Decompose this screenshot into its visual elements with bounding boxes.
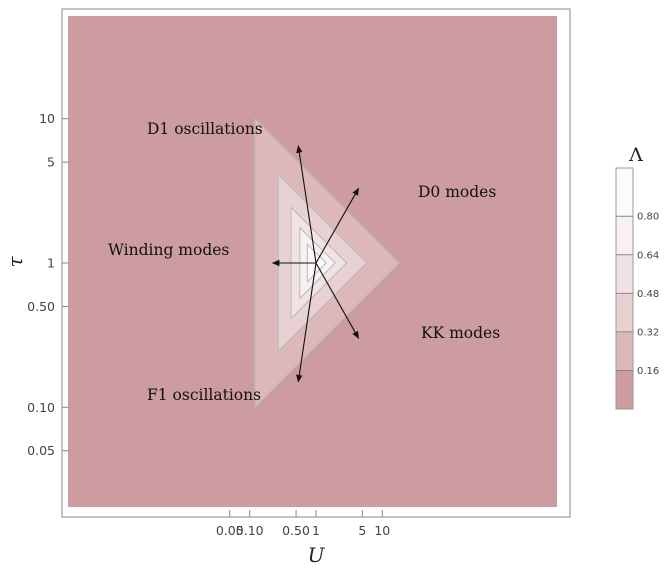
label-d1-oscillations: D1 oscillations [147, 120, 263, 138]
legend-swatch [616, 370, 633, 409]
legend-swatch [616, 293, 633, 332]
legend-tick-label: 0.32 [637, 327, 659, 338]
y-tick-label: 10 [39, 111, 55, 126]
legend-bar-border [615, 167, 634, 410]
annotation-arrow [315, 187, 360, 264]
annotation-arrow [315, 262, 360, 339]
legend: Λ 0.16 0.32 0.48 0.64 0.80 [615, 144, 659, 410]
x-tick-label: 10 [374, 523, 390, 538]
label-winding-modes: Winding modes [108, 241, 229, 259]
x-axis-ticks: 0.050.10 0.50 1 5 10 [216, 510, 390, 538]
annotation-arrows [271, 145, 360, 383]
x-tick-label: 1 [312, 523, 320, 538]
y-tick-label: 0.10 [27, 400, 55, 415]
x-tick-label: 0.05 [216, 523, 244, 538]
legend-swatch [616, 168, 633, 217]
y-tick-label: 0.50 [27, 299, 55, 314]
legend-swatch [616, 331, 633, 371]
annotation-arrow [296, 262, 317, 383]
label-kk-modes: KK modes [421, 324, 500, 342]
legend-tick-label: 0.64 [637, 250, 659, 261]
label-f1-oscillations: F1 oscillations [147, 386, 261, 404]
y-axis-title: τ [3, 256, 27, 268]
legend-tick-label: 0.80 [637, 212, 659, 223]
y-tick-label: 1 [47, 256, 55, 271]
y-axis-ticks: 0.05 0.10 0.50 1 5 10 [27, 111, 69, 458]
label-d0-modes: D0 modes [418, 183, 496, 201]
legend-color-bar [615, 167, 634, 410]
x-tick-label: 0.10 [236, 523, 264, 538]
legend-ticks: 0.16 0.32 0.48 0.64 0.80 [616, 212, 659, 377]
contour-regions [68, 16, 557, 507]
x-tick-label: 5 [358, 523, 366, 538]
x-axis-title: U [308, 543, 326, 567]
legend-tick-label: 0.48 [637, 289, 659, 300]
legend-swatch [616, 254, 633, 294]
y-tick-label: 0.05 [27, 443, 55, 458]
legend-title: Λ [628, 144, 643, 166]
x-tick-label: 0.50 [282, 523, 310, 538]
annotation-arrow [296, 145, 317, 264]
legend-tick-label: 0.16 [637, 366, 659, 377]
y-tick-label: 5 [47, 155, 55, 170]
legend-swatch [616, 216, 633, 255]
